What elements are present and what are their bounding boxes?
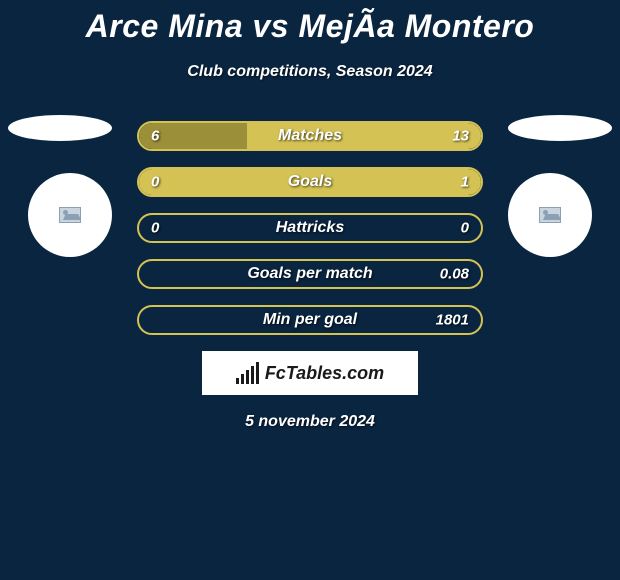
stat-bars-container: 613Matches 01Goals 0 0Hattricks 0.08Goals pe… xyxy=(137,121,483,335)
logo-barchart-icon xyxy=(236,362,259,384)
stat-bar-row: 0 0Hattricks xyxy=(137,213,483,243)
logo-text: FcTables.com xyxy=(265,363,384,384)
page-title: Arce Mina vs MejÃ­a Montero xyxy=(0,0,620,45)
stat-bar-fill-right xyxy=(139,169,481,195)
stat-label: Hattricks xyxy=(139,219,481,237)
footer-date: 5 november 2024 xyxy=(0,413,620,431)
stat-bar-fill-left xyxy=(139,123,247,149)
player-right-avatar-circle xyxy=(508,173,592,257)
comparison-content: 613Matches 01Goals 0 0Hattricks 0.08Goals pe… xyxy=(0,121,620,431)
stat-bar-row: 1801Min per goal xyxy=(137,305,483,335)
page-subtitle: Club competitions, Season 2024 xyxy=(0,63,620,81)
stat-bar-fill-right xyxy=(247,123,481,149)
footer-logo: FcTables.com xyxy=(202,351,418,395)
avatar-placeholder-icon xyxy=(59,207,81,223)
stat-value-right: 0 xyxy=(461,220,469,237)
stat-bar-row: 01Goals xyxy=(137,167,483,197)
avatar-placeholder-icon xyxy=(539,207,561,223)
stat-value-right: 1801 xyxy=(436,312,469,329)
stat-label: Min per goal xyxy=(139,311,481,329)
player-right-flag-ellipse xyxy=(508,115,612,141)
stat-value-right: 0.08 xyxy=(440,266,469,283)
stat-bar-row: 0.08Goals per match xyxy=(137,259,483,289)
player-left-flag-ellipse xyxy=(8,115,112,141)
player-left-avatar-circle xyxy=(28,173,112,257)
stat-label: Goals per match xyxy=(139,265,481,283)
stat-bar-row: 613Matches xyxy=(137,121,483,151)
stat-value-left: 0 xyxy=(151,220,159,237)
